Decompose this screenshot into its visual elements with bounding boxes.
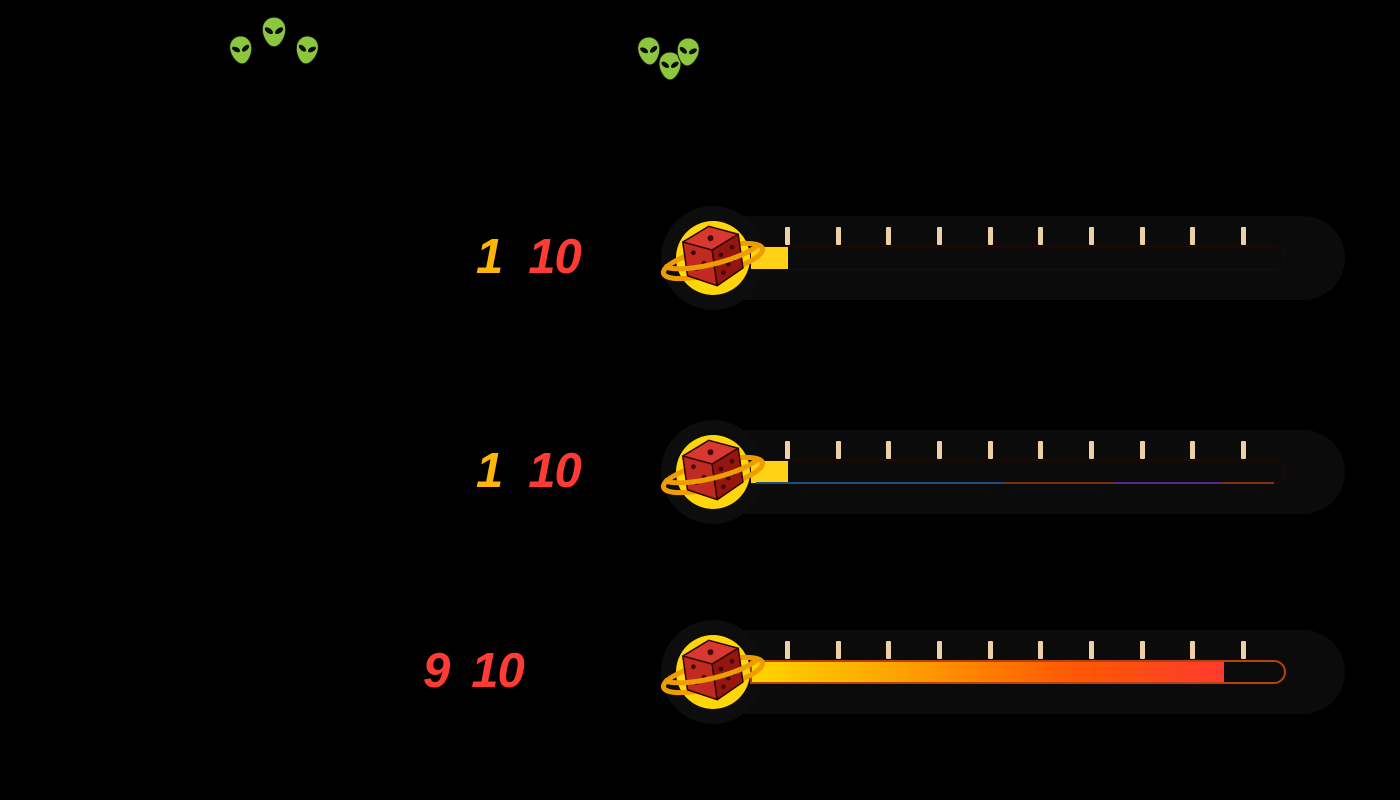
tick-mark [1038, 227, 1043, 245]
tick-mark [1140, 227, 1145, 245]
rating-row: 1 10 [0, 419, 1400, 535]
tick-mark [988, 441, 993, 459]
alien-head-icon [261, 16, 287, 48]
tick-mark [836, 441, 841, 459]
tick-mark [1190, 441, 1195, 459]
thermometer-tube [700, 216, 1345, 300]
alien-head-icon [637, 36, 661, 66]
tick-mark [1038, 441, 1043, 459]
tick-mark [785, 441, 790, 459]
score-value: 1 [476, 444, 503, 498]
tick-mark [937, 227, 942, 245]
dice-planet-logo [660, 221, 766, 295]
score-denominator: 10 [471, 644, 525, 698]
dice-planet-logo [660, 435, 766, 509]
rating-score: 1 10 [476, 443, 582, 499]
tick-row [0, 419, 1400, 535]
tick-mark [1190, 227, 1195, 245]
tick-mark [1089, 641, 1094, 659]
alien-head-icon [295, 35, 319, 65]
tick-mark [988, 227, 993, 245]
score-denominator: 10 [528, 444, 582, 498]
thermometer-tube [700, 430, 1345, 514]
tick-mark [886, 441, 891, 459]
tick-mark [1089, 227, 1094, 245]
tick-mark [1241, 227, 1246, 245]
rating-score: 9 10 [423, 643, 525, 699]
tick-mark [785, 641, 790, 659]
tick-mark [785, 227, 790, 245]
tick-row [0, 619, 1400, 735]
meter-underline [756, 482, 1274, 484]
tick-mark [937, 641, 942, 659]
tick-mark [988, 641, 993, 659]
rating-row: 1 10 [0, 205, 1400, 321]
alien-head-icon [676, 37, 700, 67]
tick-mark [886, 227, 891, 245]
meter-fill [752, 662, 1224, 682]
rating-row: 9 10 [0, 619, 1400, 735]
tick-mark [1140, 641, 1145, 659]
tick-mark [1089, 441, 1094, 459]
score-value: 1 [476, 230, 503, 284]
tick-mark [1140, 441, 1145, 459]
tick-mark [836, 641, 841, 659]
tick-mark [836, 227, 841, 245]
tick-mark [1190, 641, 1195, 659]
tick-mark [1038, 641, 1043, 659]
tick-mark [937, 441, 942, 459]
tick-mark [886, 641, 891, 659]
tick-mark [1241, 641, 1246, 659]
rating-score: 1 10 [476, 229, 582, 285]
dice-planet-logo [660, 635, 766, 709]
score-value: 9 [423, 644, 450, 698]
alien-head-icon [229, 35, 253, 65]
tick-mark [1241, 441, 1246, 459]
tick-row [0, 205, 1400, 321]
score-denominator: 10 [528, 230, 582, 284]
